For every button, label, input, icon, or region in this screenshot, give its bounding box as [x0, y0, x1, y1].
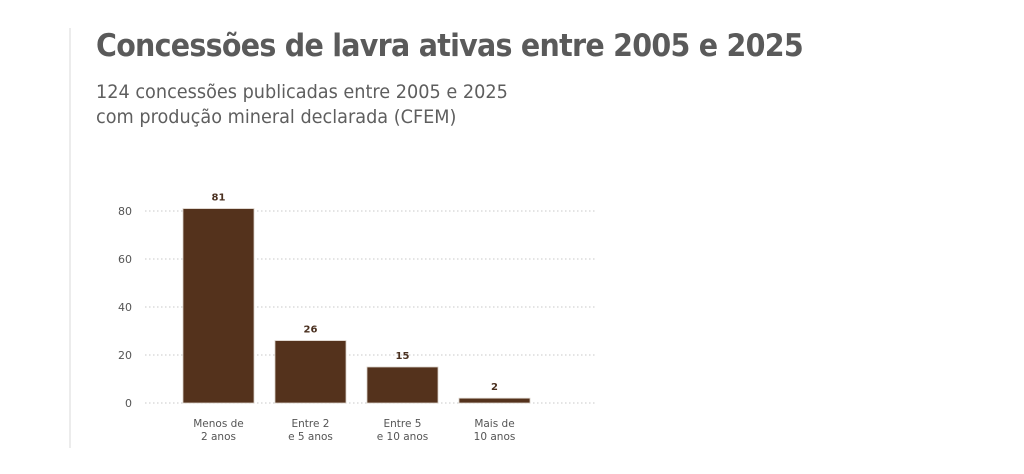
left-frame-line [69, 28, 71, 448]
chart-title: Concessões de lavra ativas entre 2005 e … [96, 28, 804, 64]
y-tick-label: 60 [118, 253, 132, 266]
bar [458, 397, 531, 404]
value-label: 15 [396, 351, 410, 362]
value-label: 2 [491, 382, 498, 393]
y-tick-label: 0 [125, 397, 132, 410]
bars [182, 208, 531, 404]
x-category-label: Menos de [193, 418, 244, 430]
x-category-label: 10 anos [474, 431, 516, 443]
bar [366, 366, 439, 404]
value-labels: 81 26 15 2 [212, 193, 498, 394]
x-category-label: e 10 anos [377, 431, 428, 443]
subtitle-line-2: com produção mineral declarada (CFEM) [96, 106, 457, 128]
x-category-label: Mais de [474, 418, 514, 430]
bar [182, 208, 255, 404]
x-category-label: Entre 5 [384, 418, 422, 430]
x-category-label: Entre 2 [292, 418, 330, 430]
x-axis-categories: Menos de2 anos Entre 2e 5 anos Entre 5e 10… [193, 418, 515, 443]
x-category-label: e 5 anos [288, 431, 333, 443]
value-label: 26 [304, 325, 318, 336]
bar [274, 340, 347, 404]
x-category-label: 2 anos [201, 431, 236, 443]
subtitle-line-1: 124 concessões publicadas entre 2005 e 2… [96, 81, 508, 103]
value-label: 81 [212, 193, 226, 204]
y-tick-label: 80 [118, 205, 132, 218]
chart-subtitle: 124 concessões publicadas entre 2005 e 2… [96, 80, 508, 130]
y-tick-label: 20 [118, 349, 132, 362]
y-axis-ticks: 0 20 40 60 80 [118, 205, 132, 410]
y-tick-label: 40 [118, 301, 132, 314]
